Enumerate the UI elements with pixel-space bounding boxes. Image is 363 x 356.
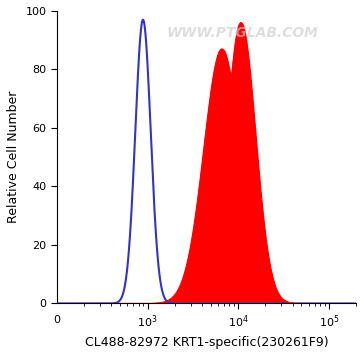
- Y-axis label: Relative Cell Number: Relative Cell Number: [7, 91, 20, 224]
- Text: WWW.PTGLAB.COM: WWW.PTGLAB.COM: [167, 26, 318, 40]
- Text: 0: 0: [53, 315, 60, 325]
- X-axis label: CL488-82972 KRT1-specific(230261F9): CL488-82972 KRT1-specific(230261F9): [85, 336, 328, 349]
